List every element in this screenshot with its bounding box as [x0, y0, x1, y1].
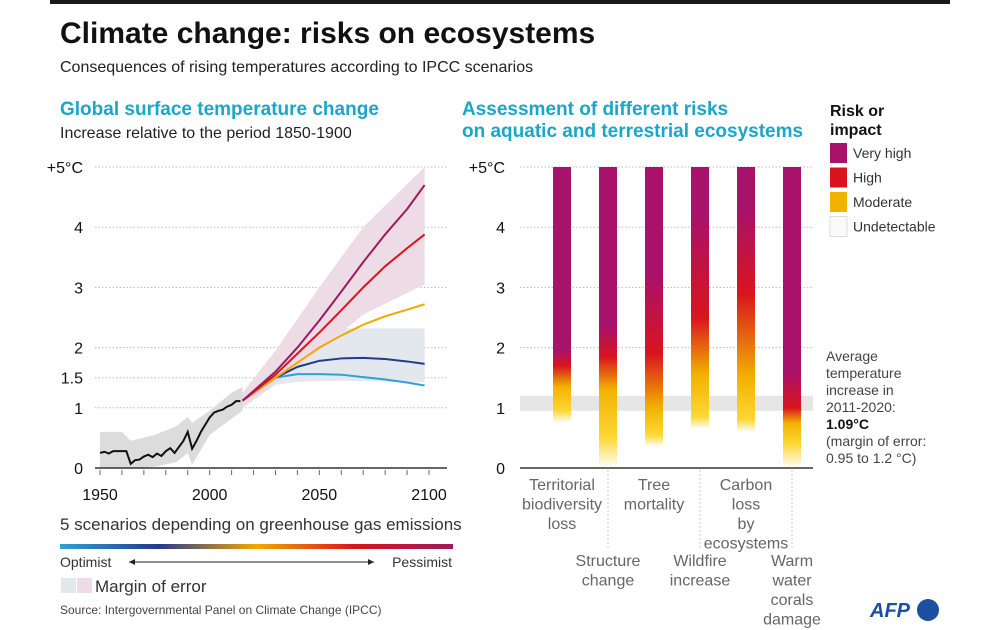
- historical-line: [99, 400, 241, 466]
- note-text: increase in: [826, 382, 894, 398]
- x-tick-label: 2050: [302, 487, 338, 504]
- risk-legend: Very high High Moderate Undetectable: [829, 143, 936, 237]
- legend-label: High: [853, 170, 882, 186]
- y-tick-label: 0: [496, 461, 505, 478]
- risk-bar: [691, 167, 709, 429]
- legend-label: Very high: [853, 145, 911, 161]
- legend-title-line1: Risk or: [830, 103, 884, 120]
- legend-label: Undetectable: [853, 219, 936, 235]
- right-chart-title-line1: Assessment of different risks: [462, 99, 728, 120]
- y-tick-label: 1: [74, 401, 83, 418]
- scenario-margin-band: [242, 328, 425, 408]
- right-chart-title-line2: on aquatic and terrestrial ecosystems: [462, 121, 803, 142]
- source-text: Source: Intergovernmental Panel on Clima…: [60, 603, 382, 617]
- legend-swatch-moderate: [830, 192, 847, 212]
- y-tick-label: 2: [74, 341, 83, 358]
- category-label: damage: [763, 612, 821, 629]
- category-label: Territorial: [529, 477, 595, 494]
- scenario-line: [241, 233, 426, 402]
- category-label: loss: [732, 497, 760, 514]
- afp-logo: AFP: [869, 599, 939, 622]
- scenario-color-scale: [60, 544, 453, 549]
- afp-logo-dot: [917, 599, 939, 621]
- note-text: temperature: [826, 365, 902, 381]
- note-text: 2011-2020:: [826, 399, 896, 415]
- category-label: Tree: [638, 477, 670, 494]
- historical-margin-band: [100, 386, 243, 468]
- note-value: 1.09°C: [826, 416, 869, 432]
- category-label: by: [738, 516, 755, 533]
- category-label: water: [771, 573, 812, 590]
- risk-bar: [737, 167, 755, 432]
- x-tick-label: 2000: [192, 487, 228, 504]
- x-tick-label: 2100: [411, 487, 447, 504]
- category-label: biodiversity: [522, 497, 602, 514]
- category-label: change: [582, 573, 635, 590]
- scenario-line: [241, 373, 425, 402]
- y-tick-label: 3: [496, 280, 505, 297]
- category-label: Wildfire: [673, 553, 726, 570]
- risk-bar: [599, 167, 617, 468]
- y-tick-label: +5°C: [469, 160, 505, 177]
- scenario-scale-label: 5 scenarios depending on greenhouse gas …: [60, 515, 462, 534]
- legend-swatch-high: [830, 167, 847, 188]
- y-tick-label: 1.5: [61, 371, 83, 388]
- category-label: Structure: [576, 553, 641, 570]
- legend-title-line2: impact: [830, 122, 882, 139]
- y-tick-label: 3: [74, 280, 83, 297]
- legend-label: Moderate: [853, 194, 912, 210]
- note-margin-text: 0.95 to 1.2 °C): [826, 450, 916, 466]
- category-label: Carbon: [720, 477, 772, 494]
- margin-swatch-blue: [61, 578, 76, 593]
- afp-logo-text: AFP: [869, 600, 911, 622]
- page-subtitle: Consequences of rising temperatures acco…: [60, 59, 533, 76]
- note-text: Average: [826, 348, 878, 364]
- risk-bar: [645, 167, 663, 447]
- scenario-line: [241, 356, 425, 402]
- x-tick-label: 1950: [82, 487, 118, 504]
- category-label: increase: [670, 573, 731, 590]
- top-rule: [50, 0, 950, 4]
- y-tick-label: 1: [496, 401, 505, 418]
- y-tick-label: +5°C: [47, 160, 83, 177]
- scenario-line: [241, 184, 426, 402]
- y-tick-label: 4: [74, 220, 83, 237]
- legend-swatch-very-high: [830, 143, 847, 163]
- legend-swatch-undetectable: [829, 216, 848, 237]
- category-label: loss: [548, 516, 576, 533]
- y-tick-label: 4: [496, 220, 505, 237]
- risk-bar: [783, 167, 801, 468]
- margin-swatch-pink: [77, 578, 92, 593]
- category-label: Warm: [771, 553, 813, 570]
- left-chart-title: Global surface temperature change: [60, 99, 379, 120]
- y-tick-label: 2: [496, 341, 505, 358]
- scenario-margin-band: [242, 167, 425, 408]
- left-chart-subtitle: Increase relative to the period 1850-190…: [60, 125, 352, 142]
- margin-of-error-label: Margin of error: [95, 577, 207, 596]
- temperature-line-chart: 0 1 1.5 2 3 4 +5°C 1950 2000 2050 2100: [47, 160, 447, 504]
- y-tick-label: 0: [74, 461, 83, 478]
- category-label: corals: [771, 592, 814, 609]
- page-title: Climate change: risks on ecosystems: [60, 17, 595, 50]
- category-label: ecosystems: [704, 536, 788, 553]
- scenario-line: [241, 303, 425, 402]
- scale-pessimist-label: Pessimist: [392, 554, 452, 570]
- category-label: mortality: [624, 497, 684, 514]
- risk-bar-chart: 0 1 2 3 4 +5°C Territorial biodiversity loss Stru…: [469, 160, 821, 629]
- risk-bar: [553, 167, 571, 462]
- scale-optimist-label: Optimist: [60, 554, 111, 570]
- note-margin-text: (margin of error:: [826, 433, 926, 449]
